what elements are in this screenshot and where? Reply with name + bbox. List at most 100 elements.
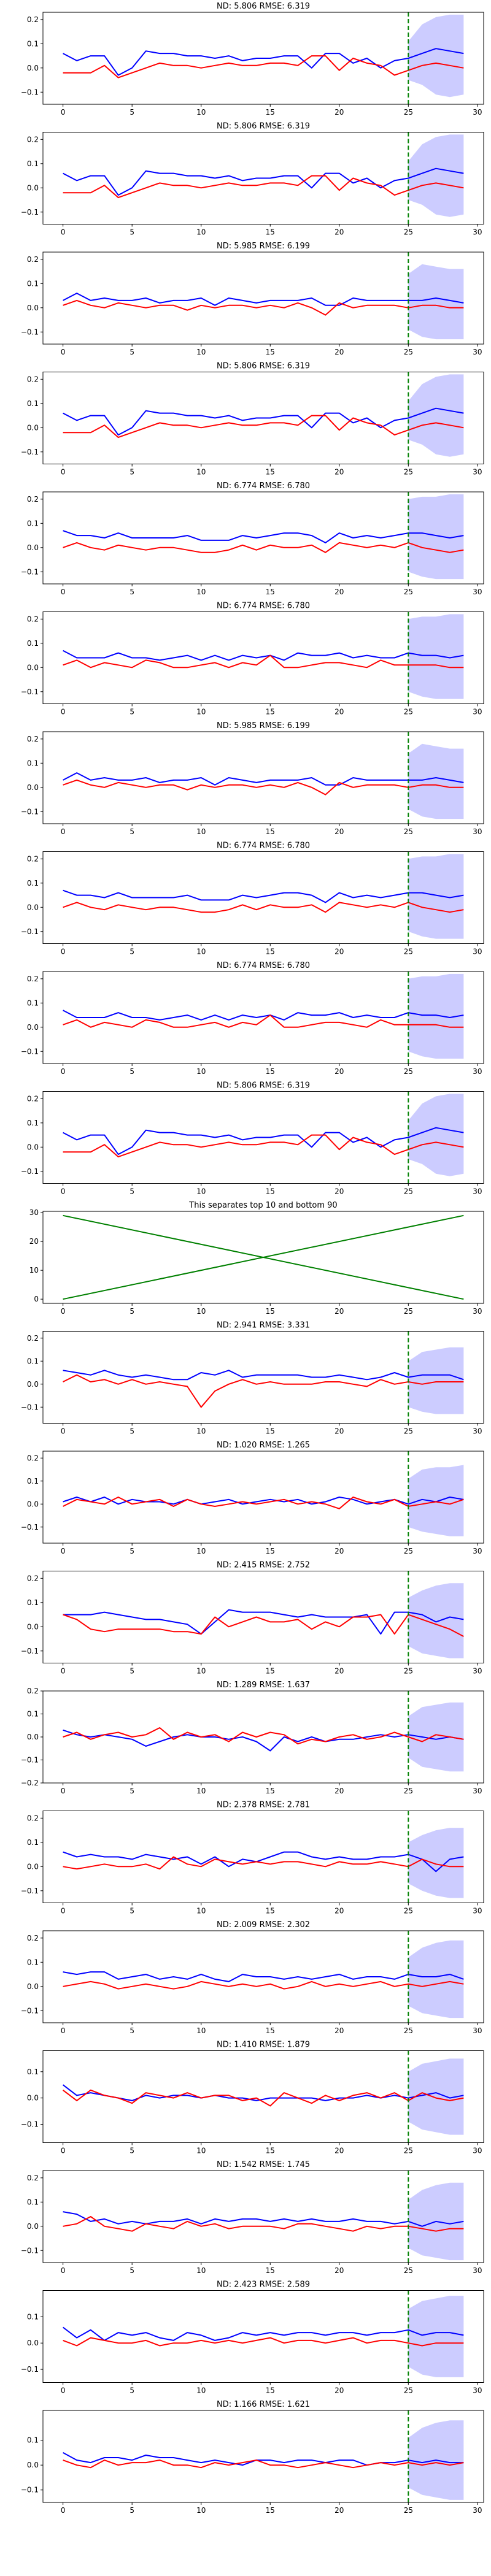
uncertainty-band [408, 494, 464, 580]
plot-frame [42, 971, 484, 1064]
x-tick-label: 10 [196, 348, 206, 356]
series-line-1 [63, 407, 464, 436]
x-tick-label: 0 [61, 2506, 66, 2515]
x-tick-label: 20 [334, 228, 344, 237]
y-tick-label: 0.2 [27, 15, 39, 24]
y-tick-label: −0.1 [21, 807, 39, 816]
y-tick-label: 0.1 [27, 879, 39, 887]
subplot-title: ND: 5.985 RMSE: 6.199 [217, 242, 310, 251]
x-tick-label: 0 [61, 1067, 66, 1076]
y-tick-label: −0.1 [21, 328, 39, 336]
y-tick-label: 0.0 [27, 2222, 39, 2231]
subplot-6: ND: 6.774 RMSE: 6.780 0 5 10 15 20 25 30 −0.1 0.0… [21, 602, 484, 716]
y-tick-label: 0.1 [27, 999, 39, 1007]
x-tick-label: 0 [61, 1307, 66, 1316]
uncertainty-band [408, 264, 464, 340]
subplot-title: ND: 6.774 RMSE: 6.780 [217, 602, 310, 611]
series-line-2 [63, 1134, 464, 1158]
x-tick-label: 20 [334, 108, 344, 117]
x-tick-label: 10 [196, 827, 206, 836]
y-tick-label: 0.0 [27, 1862, 39, 1871]
x-tick-label: 0 [61, 2266, 66, 2275]
x-tick-label: 0 [61, 1547, 66, 1555]
x-tick-label: 0 [61, 1187, 66, 1196]
x-tick-label: 25 [404, 1187, 413, 1196]
x-tick-label: 5 [130, 1187, 134, 1196]
plot-frame [42, 491, 484, 585]
subplot-title: ND: 1.020 RMSE: 1.265 [217, 1441, 310, 1450]
plot-frame [42, 2410, 484, 2503]
series-line-2 [63, 55, 464, 79]
x-tick-label: 15 [266, 108, 275, 117]
x-tick-label: 25 [404, 1547, 413, 1555]
series-line-2 [63, 1980, 464, 1990]
uncertainty-band [408, 1583, 464, 1658]
x-tick-label: 15 [266, 1907, 275, 1915]
subplot-18: ND: 1.410 RMSE: 1.879 0 5 10 15 20 25 30 −0.1 0.0… [21, 2041, 484, 2155]
x-tick-label: 20 [334, 948, 344, 956]
series-line-2 [63, 542, 464, 553]
uncertainty-band [408, 2058, 464, 2135]
x-tick-label: 30 [473, 948, 482, 956]
uncertainty-band [408, 854, 464, 939]
x-tick-label: 20 [334, 1547, 344, 1555]
x-tick-label: 25 [404, 228, 413, 237]
x-tick-label: 20 [334, 1427, 344, 1436]
x-tick-label: 0 [61, 2386, 66, 2395]
x-tick-label: 5 [130, 1667, 134, 1676]
subplot-16: ND: 2.378 RMSE: 2.781 0 5 10 15 20 25 30 −0.1 0.0… [21, 1801, 484, 1915]
series-line-1 [63, 1127, 464, 1156]
x-tick-label: 5 [130, 108, 134, 117]
x-tick-label: 30 [473, 1907, 482, 1915]
y-tick-label: −0.1 [21, 567, 39, 576]
x-tick-label: 25 [404, 2147, 413, 2155]
y-tick-label: 0.1 [27, 1838, 39, 1847]
plot-frame [42, 2050, 484, 2143]
x-tick-label: 5 [130, 468, 134, 477]
x-tick-label: 20 [334, 1187, 344, 1196]
series-line-2 [63, 1497, 464, 1509]
subplot-title: ND: 1.410 RMSE: 1.879 [217, 2041, 310, 2050]
y-tick-label: −0.1 [21, 2120, 39, 2129]
y-tick-label: 0.1 [27, 1119, 39, 1127]
x-tick-label: 30 [473, 108, 482, 117]
series-line-1 [63, 650, 464, 661]
y-tick-label: 0.2 [27, 1094, 39, 1103]
series-line-2 [63, 1374, 464, 1408]
series-line-1 [63, 889, 464, 903]
x-tick-label: 30 [473, 708, 482, 716]
x-tick-label: 5 [130, 348, 134, 356]
x-tick-label: 10 [196, 588, 206, 596]
x-tick-label: 30 [473, 1667, 482, 1676]
x-tick-label: 10 [196, 1907, 206, 1915]
x-tick-label: 20 [334, 2147, 344, 2155]
x-tick-label: 15 [266, 1307, 275, 1316]
series-line-2 [63, 654, 464, 669]
subplot-4: ND: 5.806 RMSE: 6.319 0 5 10 15 20 25 30 −0.1 0.0… [21, 362, 484, 477]
x-tick-label: 20 [334, 1907, 344, 1915]
y-tick-label: 0.2 [27, 1687, 39, 1695]
y-tick-label: 0.1 [27, 519, 39, 527]
x-tick-label: 25 [404, 2386, 413, 2395]
x-tick-label: 15 [266, 2147, 275, 2155]
subplot-20: ND: 2.423 RMSE: 2.589 0 5 10 15 20 25 30 −0.1 0.0… [21, 2280, 484, 2395]
subplot-13: ND: 1.020 RMSE: 1.265 0 5 10 15 20 25 30 −0.1 0.0… [21, 1441, 484, 1555]
y-tick-label: 0.2 [27, 255, 39, 264]
x-tick-label: 25 [404, 2506, 413, 2515]
series-line-2 [63, 902, 464, 913]
x-tick-label: 20 [334, 827, 344, 836]
plot-frame [42, 1211, 484, 1304]
x-tick-label: 30 [473, 1067, 482, 1076]
uncertainty-band [408, 614, 464, 699]
x-tick-label: 25 [404, 2026, 413, 2035]
y-tick-label: 0.0 [27, 183, 39, 192]
x-tick-label: 10 [196, 2386, 206, 2395]
x-tick-label: 30 [473, 2026, 482, 2035]
uncertainty-band [408, 134, 464, 217]
y-tick-label: −0.1 [21, 1887, 39, 1895]
x-tick-label: 30 [473, 2386, 482, 2395]
plot-frame [42, 372, 484, 464]
x-tick-label: 10 [196, 108, 206, 117]
plot-frame [42, 12, 484, 105]
x-tick-label: 20 [334, 1067, 344, 1076]
